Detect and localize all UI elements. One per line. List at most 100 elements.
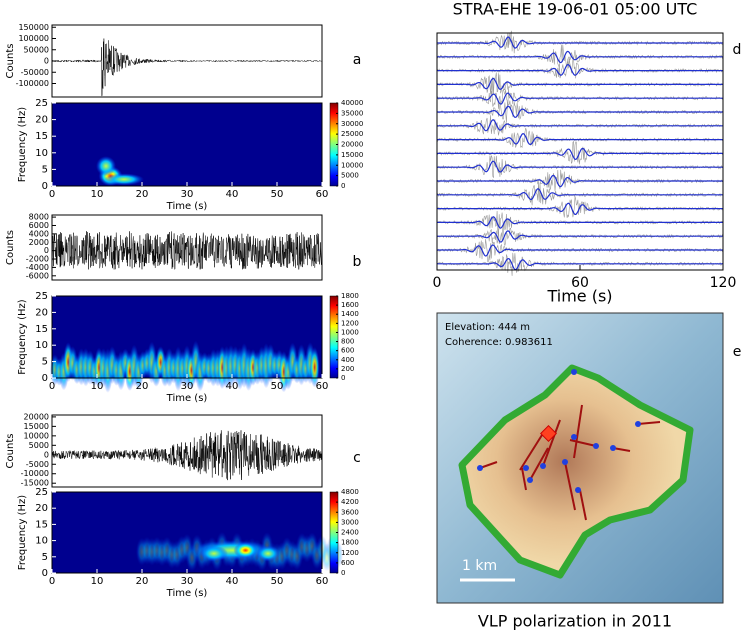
x-tick-label: 40 (226, 576, 239, 587)
caption: VLP polarization in 2011 (478, 612, 672, 631)
trace-filtered (437, 77, 723, 90)
trace-filtered (437, 230, 723, 243)
energy-patch (96, 156, 116, 177)
y-tick-label: -10000 (21, 469, 49, 478)
energy-patch (104, 173, 144, 186)
colorbar-label: 600 (341, 559, 354, 567)
y-tick-label: -4000 (26, 263, 49, 272)
trace-filtered (437, 105, 723, 118)
trace-filtered (437, 119, 723, 132)
x-tick-label: 0 (433, 275, 442, 291)
y-tick-label: 6000 (29, 221, 49, 230)
y-tick-label: 25 (35, 98, 48, 109)
colorbar-label: 1800 (341, 292, 359, 300)
trace-filtered (437, 36, 723, 49)
y-tick-label: 15 (35, 324, 48, 335)
colorbar-label: 800 (341, 338, 354, 346)
colorbar-label: 1200 (341, 319, 359, 327)
x-tick-label: 60 (571, 275, 589, 291)
trace-filtered (437, 133, 723, 145)
y-tick-label: 0 (42, 373, 48, 384)
x-tick-label: 30 (181, 576, 194, 587)
trace-filtered (437, 202, 723, 215)
y-tick-label: 0 (42, 181, 48, 192)
energy-patch (256, 545, 280, 562)
map-panel: 1 km Elevation: 444 m Coherence: 0.98361… (436, 312, 741, 631)
colorbar-label: 4800 (341, 488, 359, 496)
colorbar-label: 3000 (341, 518, 359, 526)
colorbar-label: 1000 (341, 328, 359, 336)
x-tick-label: 120 (710, 275, 737, 291)
colorbar-label: 0 (341, 374, 345, 382)
energy-patch (200, 545, 228, 562)
x-axis-label: Time (s) (546, 287, 612, 306)
trace-filtered (437, 63, 723, 76)
x-tick-label: 50 (271, 189, 284, 200)
y-tick-label: 100000 (18, 34, 49, 43)
y-tick-label: -15000 (21, 479, 49, 488)
trace-filtered (437, 216, 723, 229)
colorbar-label: 10000 (341, 161, 363, 169)
x-tick-label: 60 (316, 381, 329, 392)
stations (477, 369, 641, 493)
trace-filtered (437, 50, 723, 64)
y-axis-label: Frequency (Hz) (17, 495, 28, 571)
x-axis-label: Time (s) (166, 201, 208, 212)
y-tick-label: -50000 (21, 68, 49, 77)
colorbar-label: 0 (341, 182, 345, 190)
island (458, 364, 694, 579)
y-tick-label: 4000 (29, 229, 49, 238)
y-axis-label: Counts (5, 230, 16, 265)
spectrogram (52, 103, 322, 186)
trace-raw (436, 30, 724, 54)
colorbar-label: 1200 (341, 549, 359, 557)
colorbar-label: 30000 (341, 120, 363, 128)
x-tick-label: 40 (226, 189, 239, 200)
x-tick-label: 60 (316, 189, 329, 200)
x-axis-label: Time (s) (166, 393, 208, 404)
trace-raw (436, 182, 724, 206)
y-tick-label: 0 (44, 450, 49, 459)
waveform-frame (51, 414, 323, 488)
colorbar-label: 20000 (341, 141, 363, 149)
y-tick-label: 150000 (18, 23, 49, 32)
colorbar-label: 4200 (341, 498, 359, 506)
y-tick-label: 25 (35, 291, 48, 302)
colorbar-label: 15000 (341, 151, 363, 159)
trace-filtered (437, 147, 723, 161)
x-tick-label: 20 (136, 576, 149, 587)
x-tick-label: 0 (49, 381, 55, 392)
y-tick-label: 5000 (29, 441, 49, 450)
y-tick-label: 10000 (24, 431, 49, 440)
y-tick-label: 8000 (29, 213, 49, 222)
colorbar-label: 400 (341, 356, 354, 364)
x-tick-label: 50 (271, 576, 284, 587)
x-tick-label: 10 (91, 381, 104, 392)
x-axis-label: Time (s) (166, 588, 208, 599)
y-axis-label: Counts (5, 44, 16, 79)
coherence: Coherence: 0.983611 (445, 337, 553, 348)
x-tick-label: 0 (49, 189, 55, 200)
y-tick-label: 0 (44, 246, 49, 255)
panel-label: b (353, 254, 362, 270)
source-marker (540, 425, 557, 442)
energy-patch (233, 542, 258, 559)
y-tick-label: 5 (42, 164, 48, 175)
polarization-vectors (479, 404, 661, 521)
x-tick-label: 50 (271, 381, 284, 392)
y-tick-label: 10 (35, 148, 48, 159)
x-tick-label: 20 (136, 381, 149, 392)
y-tick-label: 20 (35, 503, 48, 514)
section: STRA-EHE 19-06-01 05:00 UTC d 0 60 120 Time (… (433, 0, 742, 306)
x-tick-label: 10 (91, 189, 104, 200)
y-tick-label: 2000 (29, 238, 49, 247)
colorbar-label: 200 (341, 365, 354, 373)
trace-filtered (437, 174, 723, 188)
colorbar (329, 295, 339, 379)
trace-raw (437, 58, 724, 79)
energy-patch (309, 346, 320, 388)
y-tick-label: -2000 (26, 255, 49, 264)
scale-label: 1 km (462, 558, 497, 574)
x-tick-label: 20 (136, 189, 149, 200)
